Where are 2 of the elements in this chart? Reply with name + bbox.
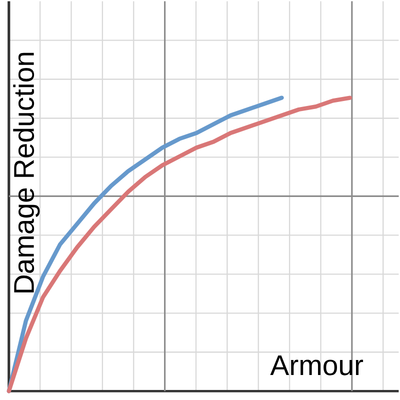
y-axis-title: Damage Reduction: [13, 52, 40, 292]
x-axis-title: Armour: [270, 355, 364, 376]
